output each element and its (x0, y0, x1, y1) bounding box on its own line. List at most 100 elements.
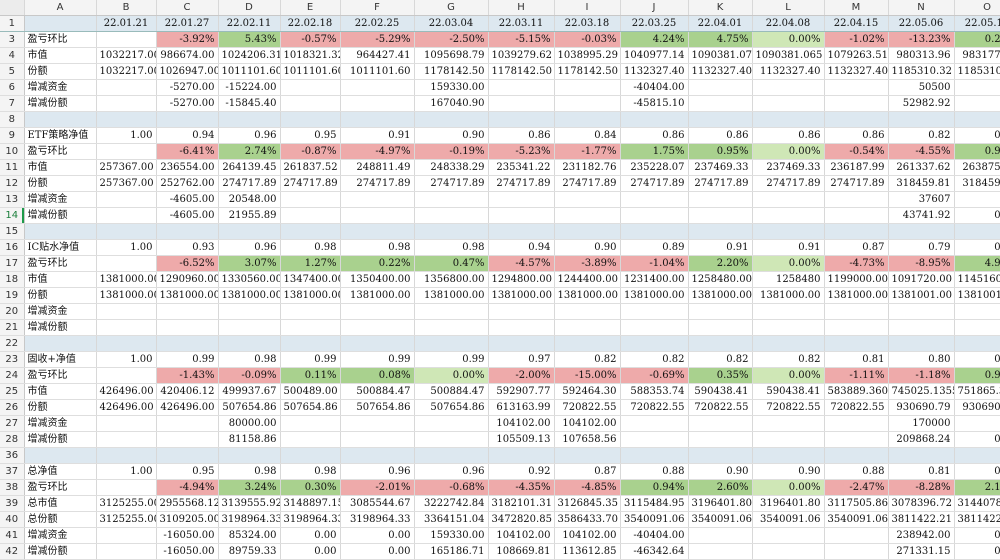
cell-h8[interactable] (488, 111, 555, 128)
cell-e7[interactable] (280, 95, 341, 112)
row-label-a25[interactable]: 市值 (24, 383, 97, 400)
cell-l8[interactable] (752, 111, 825, 128)
cell-c23[interactable]: 0.99 (156, 351, 219, 368)
cell-d19[interactable]: 1381000.00 (218, 287, 281, 304)
cell-j8[interactable] (620, 111, 689, 128)
cell-o26[interactable]: 930690.79 (954, 399, 1000, 416)
cell-h22[interactable] (488, 335, 555, 352)
cell-m42[interactable] (824, 543, 889, 560)
cell-i3[interactable]: -0.03% (554, 31, 621, 48)
cell-f24[interactable]: 0.08% (340, 367, 415, 384)
cell-b10[interactable] (96, 143, 157, 160)
cell-n19[interactable]: 1381001.00 (888, 287, 955, 304)
row-header-11[interactable]: 11 (0, 159, 25, 176)
row-label-a40[interactable]: 总份额 (24, 511, 97, 528)
cell-h11[interactable]: 235341.22 (488, 159, 555, 176)
cell-m7[interactable] (824, 95, 889, 112)
cell-o13[interactable] (954, 191, 1000, 208)
row-header-23[interactable]: 23 (0, 351, 25, 368)
row-header-40[interactable]: 40 (0, 511, 25, 528)
cell-n11[interactable]: 261337.62 (888, 159, 955, 176)
cell-i10[interactable]: -1.77% (554, 143, 621, 160)
cell-h24[interactable]: -2.00% (488, 367, 555, 384)
cell-f25[interactable]: 500884.47 (340, 383, 415, 400)
cell-i24[interactable]: -15.00% (554, 367, 621, 384)
cell-m15[interactable] (824, 223, 889, 240)
cell-m36[interactable] (824, 447, 889, 464)
cell-o6[interactable] (954, 79, 1000, 96)
cell-c39[interactable]: 2955568.12 (156, 495, 219, 512)
cell-l19[interactable]: 1381000.00 (752, 287, 825, 304)
cell-m25[interactable]: 583889.3609 (824, 383, 889, 400)
cell-k13[interactable] (688, 191, 753, 208)
cell-f4[interactable]: 964427.41 (340, 47, 415, 64)
cell-e37[interactable]: 0.98 (280, 463, 341, 480)
cell-i18[interactable]: 1244400.00 (554, 271, 621, 288)
cell-m6[interactable] (824, 79, 889, 96)
row-label-a10[interactable]: 盈亏环比 (24, 143, 97, 160)
cell-b6[interactable] (96, 79, 157, 96)
cell-j20[interactable] (620, 303, 689, 320)
cell-d14[interactable]: 21955.89 (218, 207, 281, 224)
row-label-a15[interactable] (24, 223, 97, 240)
cell-n4[interactable]: 980313.96 (888, 47, 955, 64)
cell-h42[interactable]: 108669.81 (488, 543, 555, 560)
cell-k19[interactable]: 1381000.00 (688, 287, 753, 304)
cell-o39[interactable]: 3144078.71 (954, 495, 1000, 512)
cell-b36[interactable] (96, 447, 157, 464)
column-header-b[interactable]: B (96, 0, 157, 16)
cell-b26[interactable]: 426496.00 (96, 399, 157, 416)
cell-i26[interactable]: 720822.55 (554, 399, 621, 416)
cell-o4[interactable]: 983177.88 (954, 47, 1000, 64)
cell-m40[interactable]: 3540091.06 (824, 511, 889, 528)
cell-l6[interactable] (752, 79, 825, 96)
cell-i7[interactable] (554, 95, 621, 112)
cell-m17[interactable]: -4.73% (824, 255, 889, 272)
cell-i8[interactable] (554, 111, 621, 128)
cell-j23[interactable]: 0.82 (620, 351, 689, 368)
cell-m18[interactable]: 1199000.00 (824, 271, 889, 288)
cell-f20[interactable] (340, 303, 415, 320)
cell-b28[interactable] (96, 431, 157, 448)
cell-l10[interactable]: 0.00% (752, 143, 825, 160)
cell-g36[interactable] (414, 447, 489, 464)
cell-e39[interactable]: 3148897.15 (280, 495, 341, 512)
cell-g13[interactable] (414, 191, 489, 208)
cell-n24[interactable]: -1.18% (888, 367, 955, 384)
cell-j41[interactable]: -40404.00 (620, 527, 689, 544)
cell-i27[interactable]: 104102.00 (554, 415, 621, 432)
cell-o27[interactable] (954, 415, 1000, 432)
cell-j27[interactable] (620, 415, 689, 432)
cell-n20[interactable] (888, 303, 955, 320)
cell-h10[interactable]: -5.23% (488, 143, 555, 160)
cell-n37[interactable]: 0.81 (888, 463, 955, 480)
cell-c13[interactable]: -4605.00 (156, 191, 219, 208)
cell-o41[interactable]: 0.00 (954, 527, 1000, 544)
cell-o11[interactable]: 263875.51 (954, 159, 1000, 176)
cell-b39[interactable]: 3125255.00 (96, 495, 157, 512)
cell-g37[interactable]: 0.96 (414, 463, 489, 480)
cell-f10[interactable]: -4.97% (340, 143, 415, 160)
cell-n23[interactable]: 0.80 (888, 351, 955, 368)
row-label-a13[interactable]: 增减资金 (24, 191, 97, 208)
cell-n22[interactable] (888, 335, 955, 352)
cell-j28[interactable] (620, 431, 689, 448)
cell-b4[interactable]: 1032217.00 (96, 47, 157, 64)
cell-h39[interactable]: 3182101.31 (488, 495, 555, 512)
cell-i21[interactable] (554, 319, 621, 336)
row-label-a19[interactable]: 份额 (24, 287, 97, 304)
cell-d11[interactable]: 264139.45 (218, 159, 281, 176)
cell-e10[interactable]: -0.87% (280, 143, 341, 160)
cell-n1[interactable]: 22.05.06 (888, 15, 955, 32)
cell-b1[interactable]: 22.01.21 (96, 15, 157, 32)
cell-h18[interactable]: 1294800.00 (488, 271, 555, 288)
cell-b3[interactable] (96, 31, 157, 48)
cell-i9[interactable]: 0.84 (554, 127, 621, 144)
cell-l16[interactable]: 0.91 (752, 239, 825, 256)
cell-n3[interactable]: -13.23% (888, 31, 955, 48)
cell-h23[interactable]: 0.97 (488, 351, 555, 368)
cell-e14[interactable] (280, 207, 341, 224)
cell-m5[interactable]: 1132327.40 (824, 63, 889, 80)
cell-b5[interactable]: 1032217.00 (96, 63, 157, 80)
cell-m1[interactable]: 22.04.15 (824, 15, 889, 32)
